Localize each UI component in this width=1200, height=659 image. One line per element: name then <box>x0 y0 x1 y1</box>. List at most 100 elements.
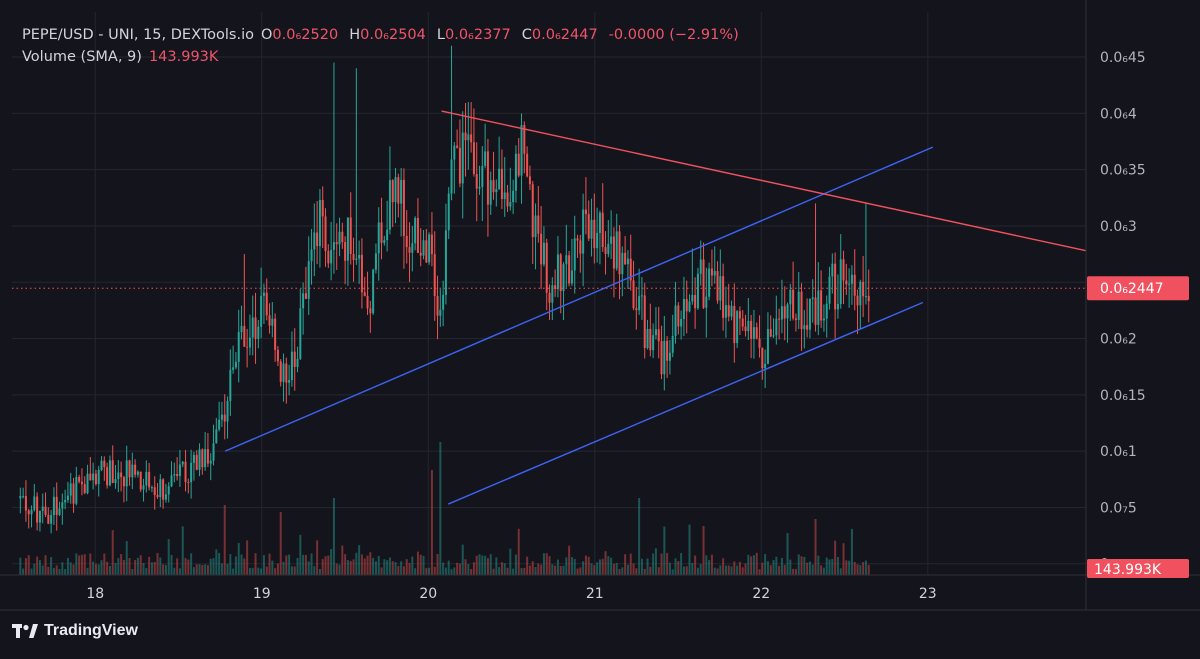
candle-body <box>430 234 433 255</box>
volume-bar <box>470 569 473 575</box>
volume-bar <box>842 543 845 575</box>
last-price-label: 0.0₆2447 <box>1100 281 1164 297</box>
candle-body <box>377 222 380 254</box>
candle-body <box>167 486 170 495</box>
volume-bar <box>654 548 657 575</box>
symbol-label[interactable]: PEPE/USD - UNI, 15, DEXTools.io <box>22 27 254 43</box>
volume-bar <box>383 559 386 575</box>
candle-body <box>778 318 781 320</box>
candle-body <box>719 276 722 301</box>
trendline-channel-lower[interactable] <box>447 301 924 505</box>
candle-body <box>562 264 565 292</box>
candle-body <box>201 449 204 468</box>
volume-bar <box>355 552 358 575</box>
candle-body <box>307 261 310 299</box>
candle-body <box>41 506 44 511</box>
volume-bar <box>657 567 660 575</box>
candle-body <box>380 222 383 243</box>
candle-body <box>587 214 590 239</box>
candle-body <box>408 247 411 253</box>
candle-body <box>640 295 643 297</box>
candle-body <box>313 232 316 250</box>
volume-row: Volume (SMA, 9) 143.993K <box>22 46 743 68</box>
candle-body <box>761 347 764 369</box>
candle-body <box>358 254 361 259</box>
candle-body <box>226 400 229 422</box>
candle-body <box>383 240 386 243</box>
candle-body <box>526 153 529 177</box>
volume-bar <box>562 565 565 575</box>
candle-body <box>517 153 520 176</box>
volume-bar <box>848 560 851 575</box>
candle-body <box>750 320 753 339</box>
candle-body <box>808 298 811 330</box>
candle-body <box>845 280 848 285</box>
candle-body <box>100 460 103 471</box>
volume-bar <box>394 562 397 575</box>
volume-bar <box>372 557 375 575</box>
volume-bar <box>316 540 319 575</box>
candle-body <box>310 249 313 262</box>
volume-bar <box>33 563 36 575</box>
volume-bar <box>528 565 531 575</box>
volume-bar <box>582 561 585 575</box>
volume-bar <box>758 569 761 575</box>
candle-body <box>598 212 601 233</box>
volume-bar <box>660 553 663 575</box>
candle-body <box>769 329 772 337</box>
candle-body <box>332 242 335 250</box>
volume-bar <box>498 567 501 575</box>
volume-bar <box>492 568 495 575</box>
candle-body <box>388 180 391 230</box>
volume-bar <box>58 568 61 575</box>
volume-bar <box>646 558 649 575</box>
high-value: 0.0₆2504 <box>360 27 426 43</box>
last-volume-label: 143.993K <box>1094 562 1162 578</box>
volume-bar <box>601 558 604 575</box>
price-tick-label: 0.0₆1 <box>1100 444 1137 460</box>
volume-bar <box>568 545 571 575</box>
trendline-resistance[interactable] <box>441 110 1087 252</box>
volume-bar <box>514 554 517 575</box>
candle-body <box>324 216 327 252</box>
tradingview-logo[interactable]: TradingView <box>12 622 138 640</box>
trendline-channel-upper[interactable] <box>224 146 934 452</box>
volume-bar <box>128 558 131 575</box>
candle-body <box>106 467 109 486</box>
volume-bar <box>131 568 134 575</box>
candle-body <box>836 304 839 310</box>
volume-bar <box>223 505 226 575</box>
volume-bar <box>346 560 349 575</box>
volume-label[interactable]: Volume (SMA, 9) <box>22 49 142 65</box>
volume-bar <box>229 554 232 575</box>
volume-bar <box>97 564 100 575</box>
tradingview-logo-text: TradingView <box>44 622 138 639</box>
candle-body <box>694 295 697 309</box>
candle-body <box>663 340 666 375</box>
volume-bar <box>685 566 688 575</box>
candle-body <box>464 132 467 141</box>
trendlines[interactable] <box>224 110 1087 505</box>
volume-bar <box>391 561 394 575</box>
volume-bar <box>461 544 464 575</box>
volume-bar <box>419 554 422 575</box>
candle-body <box>352 253 355 260</box>
candle-body <box>372 269 375 314</box>
candle-body <box>248 337 251 348</box>
volume-bar <box>260 568 263 575</box>
low-value: 0.0₆2377 <box>444 27 511 43</box>
candle-body <box>92 473 95 481</box>
volume-bar <box>649 566 652 575</box>
candle-body <box>279 361 282 382</box>
volume-bar <box>593 565 596 575</box>
candle-body <box>344 242 347 261</box>
volume-bar <box>181 526 184 575</box>
candle-body <box>338 231 341 245</box>
volume-bar <box>246 540 249 575</box>
candle-body <box>428 234 431 263</box>
candle-body <box>64 500 67 503</box>
candle-body <box>500 168 503 200</box>
axes: 0.0₆450.0₆40.0₆350.0₆30.0₆250.0₆20.0₆150… <box>0 0 1200 611</box>
